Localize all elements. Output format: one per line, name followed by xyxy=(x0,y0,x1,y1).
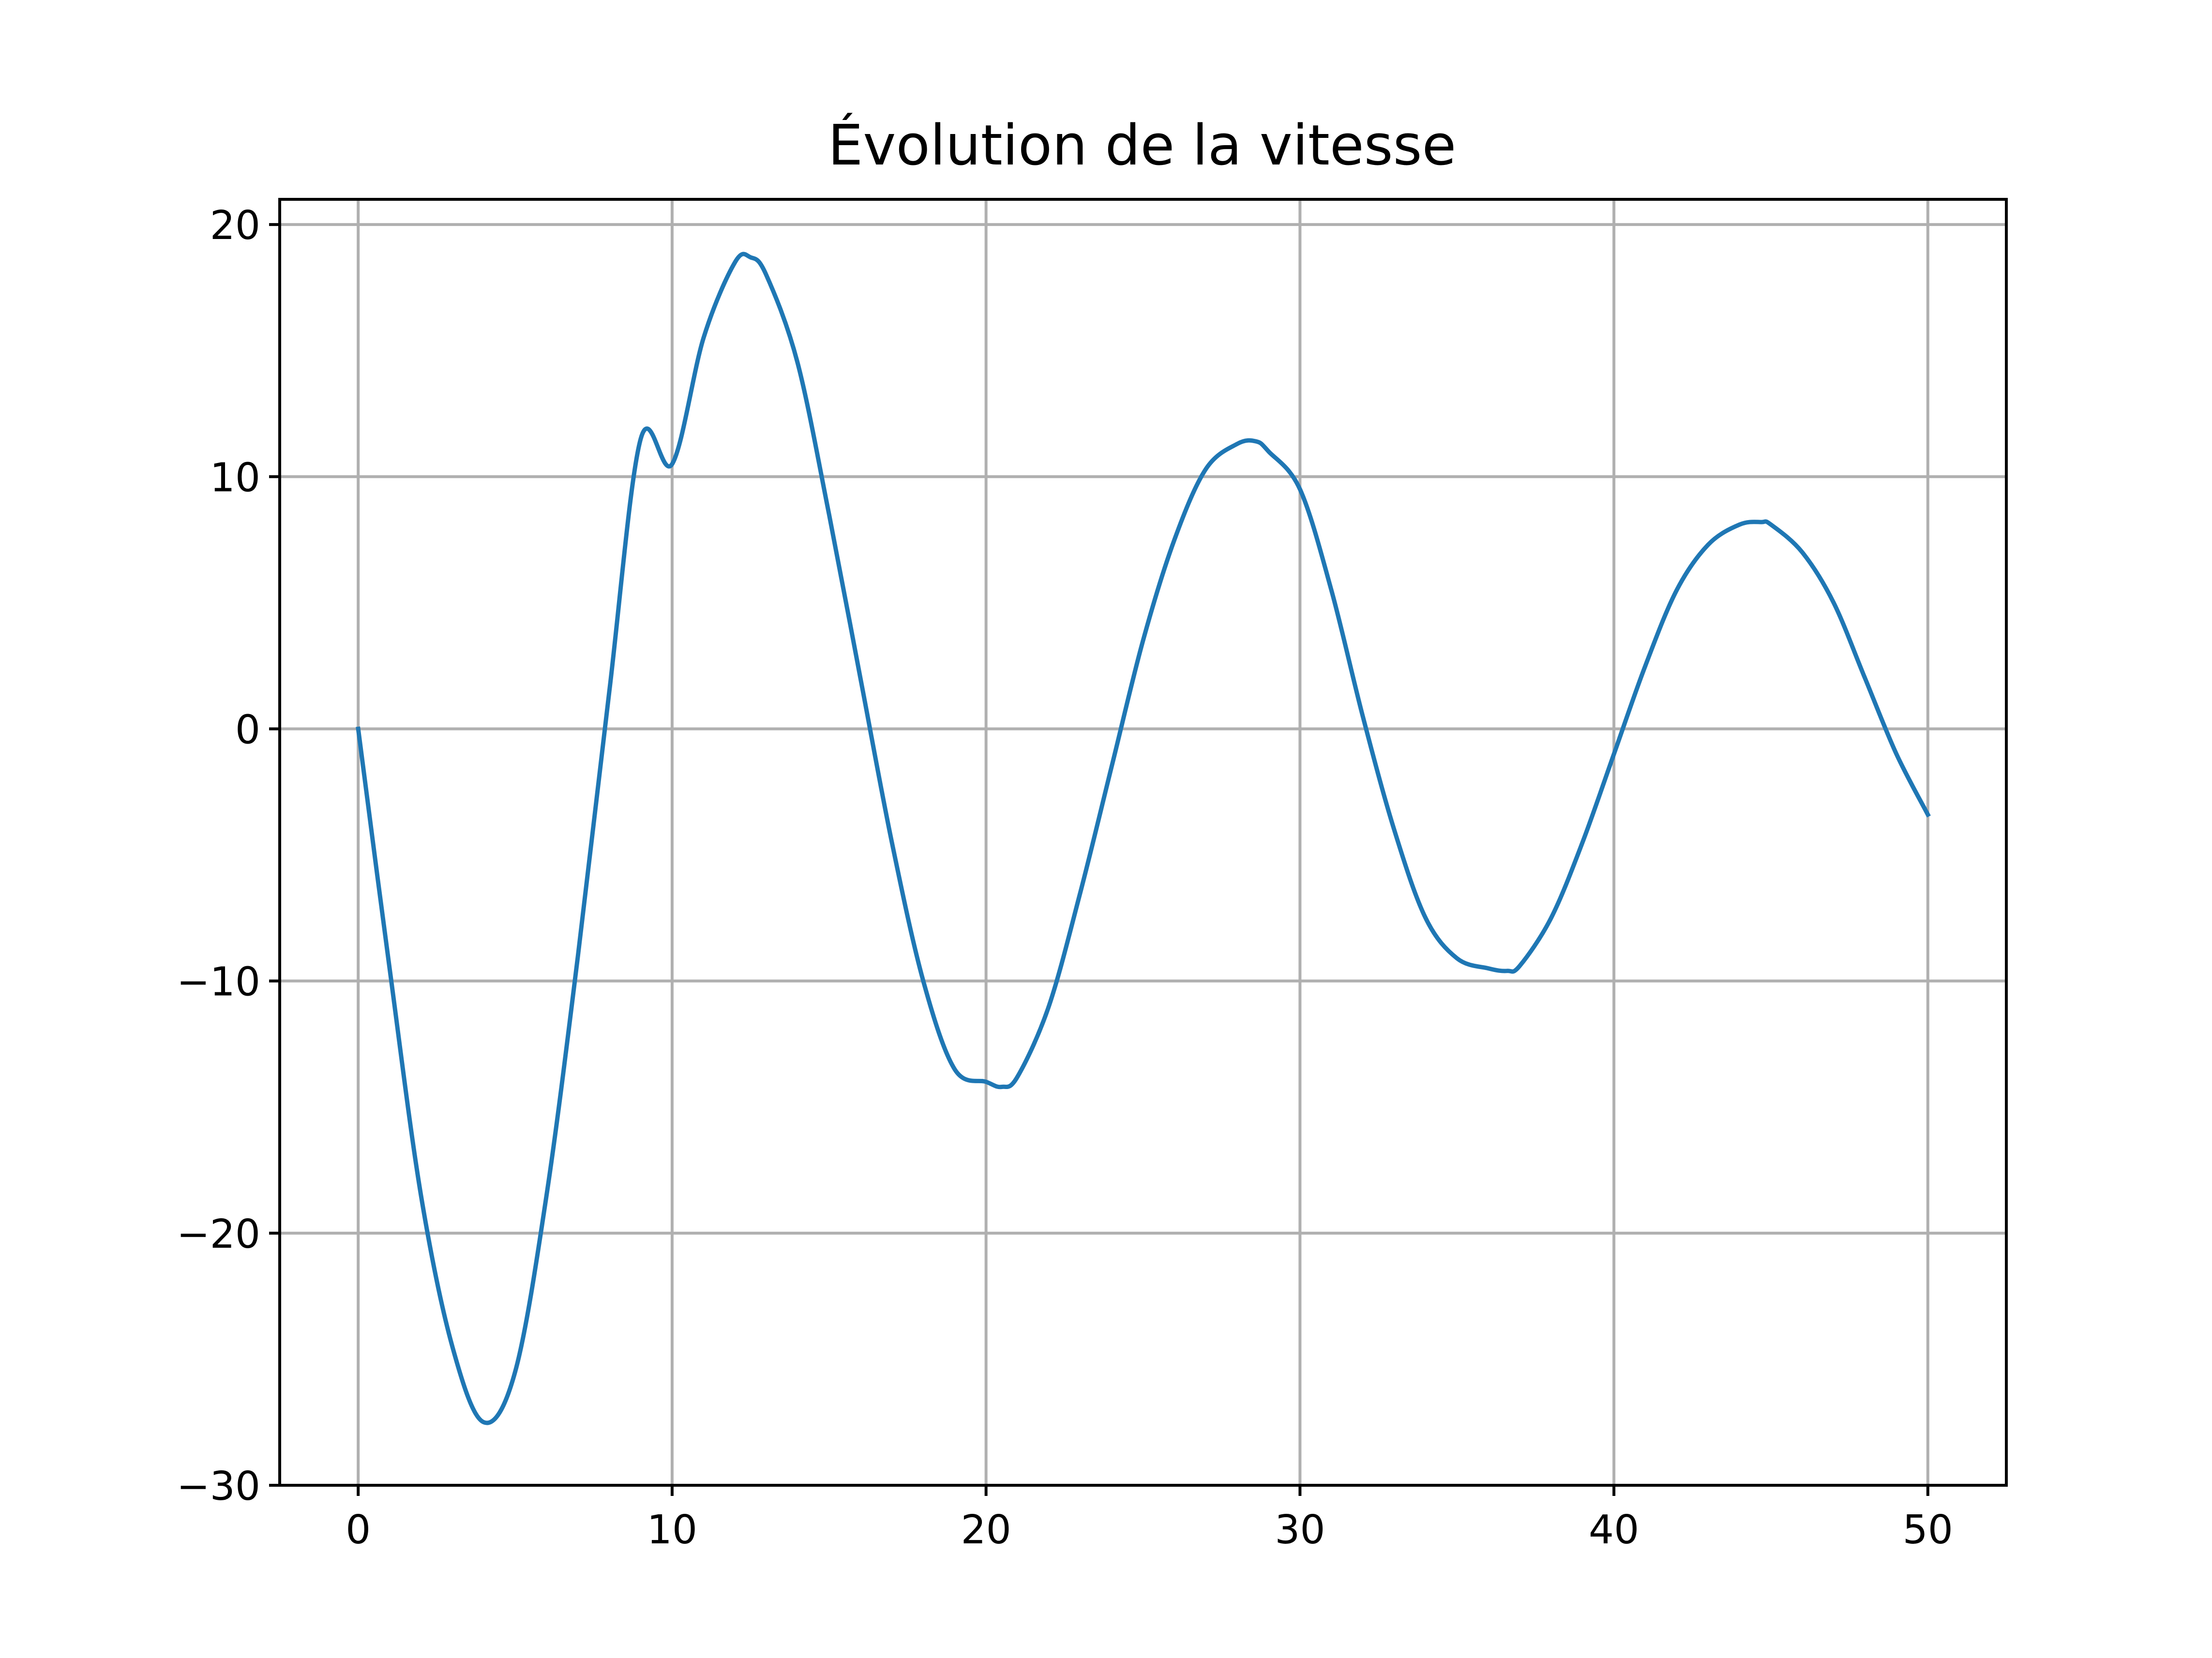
y-tick-label: −20 xyxy=(177,1211,260,1257)
x-tick-label: 30 xyxy=(1275,1507,1325,1553)
chart-title: Évolution de la vitesse xyxy=(828,112,1456,178)
x-tick-label: 50 xyxy=(1903,1507,1953,1553)
y-tick-label: 20 xyxy=(210,203,260,249)
series-layer xyxy=(356,252,1931,1425)
x-axis-ticks: 0 10 20 30 40 50 xyxy=(346,1485,1953,1553)
y-tick-label: −10 xyxy=(177,959,260,1005)
x-tick-label: 40 xyxy=(1589,1507,1639,1553)
grid-lines xyxy=(280,199,2006,1487)
y-tick-label: 0 xyxy=(235,707,260,753)
x-tick-label: 0 xyxy=(346,1507,371,1553)
plot-frame xyxy=(278,198,2008,1487)
y-axis-ticks: −30 −20 −10 0 10 20 xyxy=(177,203,280,1509)
x-tick-label: 10 xyxy=(647,1507,697,1553)
y-tick-label: −30 xyxy=(177,1464,260,1509)
series-line xyxy=(356,252,1931,1425)
y-tick-label: 10 xyxy=(210,455,260,501)
x-tick-label: 20 xyxy=(961,1507,1011,1553)
